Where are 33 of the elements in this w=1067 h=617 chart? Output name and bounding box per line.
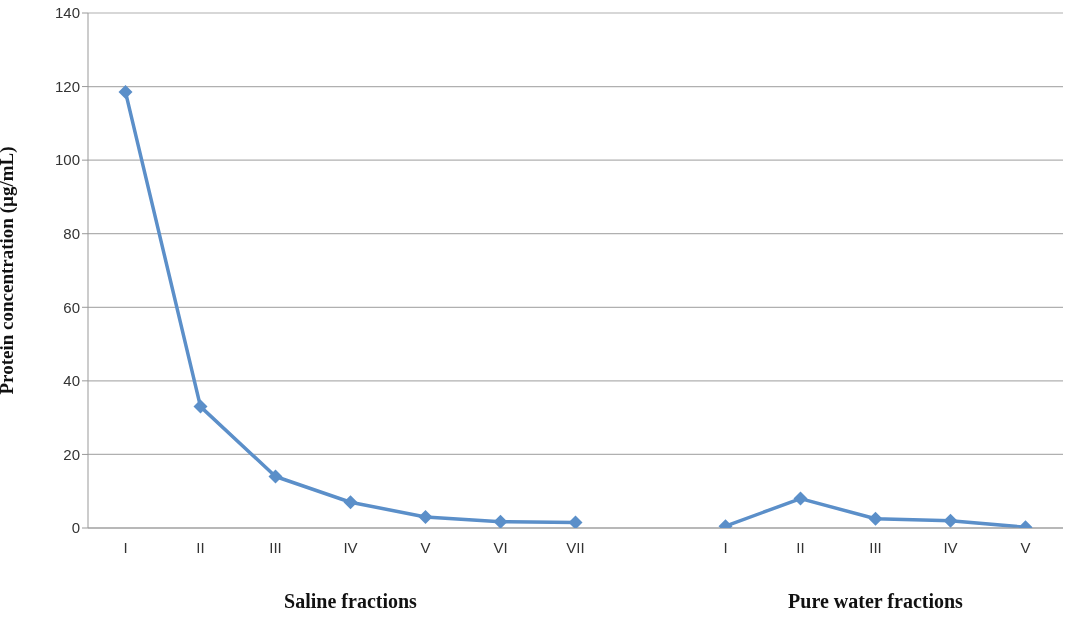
- point: [118, 85, 133, 100]
- x-tick-label: I: [123, 538, 128, 556]
- x-tick-label: IV: [343, 538, 358, 556]
- y-tick-label: 60: [63, 298, 80, 316]
- y-tick-label: 80: [63, 225, 80, 243]
- point: [943, 513, 958, 528]
- x-tick-label: III: [269, 538, 282, 556]
- x-tick-label: VII: [566, 538, 585, 556]
- point: [418, 509, 433, 524]
- x-tick-label: III: [869, 538, 882, 556]
- y-tick-label: 120: [54, 77, 80, 95]
- x-tick-label: I: [723, 538, 728, 556]
- x-tick-label: II: [196, 538, 205, 556]
- y-tick-label: 20: [63, 445, 80, 463]
- x-tick-label: V: [420, 538, 431, 556]
- x-tick-label: IV: [943, 538, 958, 556]
- point: [193, 399, 208, 414]
- point: [343, 495, 358, 510]
- y-tick-label: 0: [71, 519, 80, 537]
- point: [868, 511, 883, 526]
- text: Saline fractions: [283, 590, 418, 613]
- text: Pure water fractions: [787, 590, 964, 613]
- x-tick-label: VI: [493, 538, 508, 556]
- y-tick-label: 140: [54, 4, 80, 22]
- y-axis-title: Protein concentration (µg/mL): [0, 146, 18, 395]
- point: [268, 469, 283, 484]
- point: [493, 514, 508, 528]
- point: [568, 515, 583, 528]
- point: [793, 491, 808, 506]
- y-tick-label: 100: [54, 151, 80, 169]
- y-tick-label: 40: [63, 372, 80, 390]
- x-tick-label: V: [1020, 538, 1031, 556]
- x-tick-label: II: [796, 538, 805, 556]
